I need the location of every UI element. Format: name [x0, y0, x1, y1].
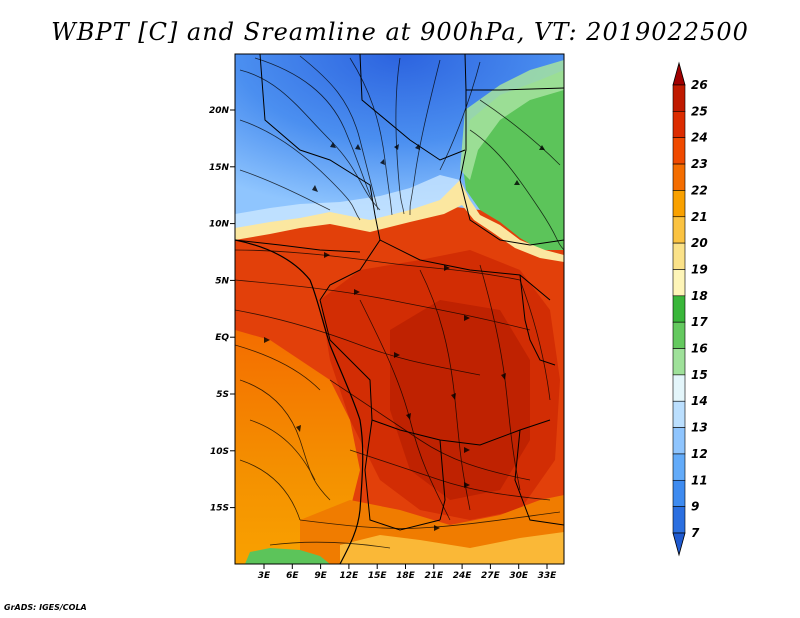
colorbar-segment — [672, 269, 686, 297]
lon-label: 24E — [453, 571, 473, 581]
colorbar-segment — [672, 506, 686, 534]
field-orange-sw — [235, 330, 360, 564]
colorbar-label: 24 — [691, 131, 708, 145]
lon-label: 12E — [340, 571, 360, 581]
colorbar-segment — [672, 400, 686, 428]
coastline — [235, 239, 364, 564]
field-green-sw — [245, 548, 330, 564]
lon-label: 6E — [286, 571, 299, 581]
colorbar-label: 12 — [691, 447, 708, 461]
lat-label: 5N — [215, 276, 229, 286]
field-darkest-core — [390, 300, 530, 500]
lat-label: 10S — [210, 447, 229, 457]
colorbar-label: 13 — [691, 421, 708, 435]
colorbar-label: 19 — [691, 262, 708, 276]
lon-label: 9E — [314, 571, 327, 581]
colorbar-label: 16 — [691, 342, 708, 356]
colorbar-top-arrow — [672, 61, 686, 86]
colorbar-segment — [672, 137, 686, 165]
colorbar-label: 15 — [691, 368, 708, 382]
colorbar-label: 9 — [691, 500, 699, 514]
latitude-labels: 20N 15N 10N 5N EQ 5S 10S 15S — [209, 106, 235, 514]
lat-label: EQ — [215, 333, 229, 343]
lat-label: 20N — [209, 106, 230, 116]
field-yellow-s — [340, 532, 564, 564]
lat-label: 10N — [209, 220, 230, 230]
field-cream-band — [235, 180, 564, 262]
colorbar-label: 20 — [691, 236, 708, 250]
colorbar-segment — [672, 348, 686, 376]
lon-label: 21E — [424, 571, 444, 581]
longitude-labels: 3E 6E 9E 12E 15E 18E 21E 24E 27E 30E 33E — [258, 564, 557, 581]
lat-label: 5S — [216, 390, 229, 400]
lon-label: 30E — [509, 571, 529, 581]
colorbar-segment — [672, 84, 686, 112]
colorbar-label: 14 — [691, 394, 708, 408]
lon-label: 3E — [258, 571, 271, 581]
colorbar-segment — [672, 216, 686, 244]
colorbar-label: 7 — [691, 526, 700, 540]
colorbar-bottom-arrow — [672, 532, 686, 557]
colorbar: 26 25 24 23 22 21 20 19 18 17 16 15 14 13 12 11 9 7 — [672, 61, 708, 557]
colorbar-segment — [672, 427, 686, 455]
colorbar-segment — [672, 295, 686, 323]
map-frame — [234, 53, 565, 565]
streamlines — [235, 55, 564, 549]
country-borders — [235, 54, 564, 531]
colorbar-segment — [672, 242, 686, 270]
lon-label: 18E — [396, 571, 416, 581]
map-field — [235, 54, 564, 564]
colorbar-label: 25 — [691, 104, 708, 118]
lat-label: 15S — [210, 504, 229, 514]
colorbar-label: 23 — [691, 157, 708, 171]
colorbar-segment — [672, 374, 686, 402]
colorbar-segment — [672, 479, 686, 507]
colorbar-segment — [672, 321, 686, 349]
lat-label: 15N — [209, 163, 230, 173]
colorbar-segment — [672, 163, 686, 191]
colorbar-segment — [672, 190, 686, 218]
field-lightgreen-ne — [460, 60, 564, 180]
lon-label: 33E — [538, 571, 558, 581]
colorbar-label: 21 — [691, 210, 708, 224]
lon-label: 15E — [368, 571, 388, 581]
colorbar-label: 22 — [691, 183, 708, 197]
colorbar-label: 17 — [691, 315, 708, 329]
colorbar-segment — [672, 111, 686, 139]
field-transition — [235, 175, 460, 232]
colorbar-label: 26 — [691, 78, 708, 92]
lon-label: 27E — [481, 571, 501, 581]
colorbar-label: 18 — [691, 289, 708, 303]
colorbar-segment — [672, 453, 686, 481]
colorbar-label: 11 — [691, 473, 708, 487]
map-title: WBPT [C] and Sreamline at 900hPa, VT: 20… — [51, 18, 749, 46]
credit-label: GrADS: IGES/COLA — [4, 603, 87, 612]
